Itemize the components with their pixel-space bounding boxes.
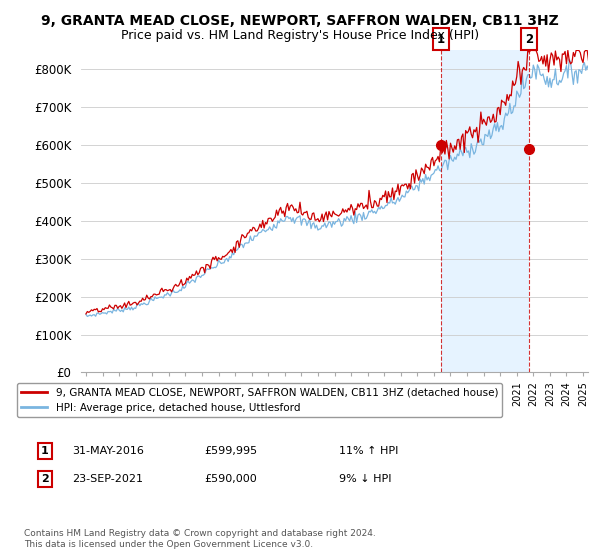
Text: 31-MAY-2016: 31-MAY-2016 [72,446,144,456]
Text: 1: 1 [41,446,49,456]
Text: 11% ↑ HPI: 11% ↑ HPI [339,446,398,456]
Text: 9, GRANTA MEAD CLOSE, NEWPORT, SAFFRON WALDEN, CB11 3HZ: 9, GRANTA MEAD CLOSE, NEWPORT, SAFFRON W… [41,14,559,28]
Bar [441,50,529,372]
Legend: 9, GRANTA MEAD CLOSE, NEWPORT, SAFFRON WALDEN, CB11 3HZ (detached house), HPI: A: 9, GRANTA MEAD CLOSE, NEWPORT, SAFFRON W… [17,383,502,417]
Text: 9% ↓ HPI: 9% ↓ HPI [339,474,391,484]
Text: £599,995: £599,995 [204,446,257,456]
Text: £590,000: £590,000 [204,474,257,484]
Text: 2: 2 [41,474,49,484]
Text: 2: 2 [525,32,533,45]
Text: 23-SEP-2021: 23-SEP-2021 [72,474,143,484]
Text: 1: 1 [437,32,445,45]
Text: Contains HM Land Registry data © Crown copyright and database right 2024.
This d: Contains HM Land Registry data © Crown c… [24,529,376,549]
Text: Price paid vs. HM Land Registry's House Price Index (HPI): Price paid vs. HM Land Registry's House … [121,29,479,42]
